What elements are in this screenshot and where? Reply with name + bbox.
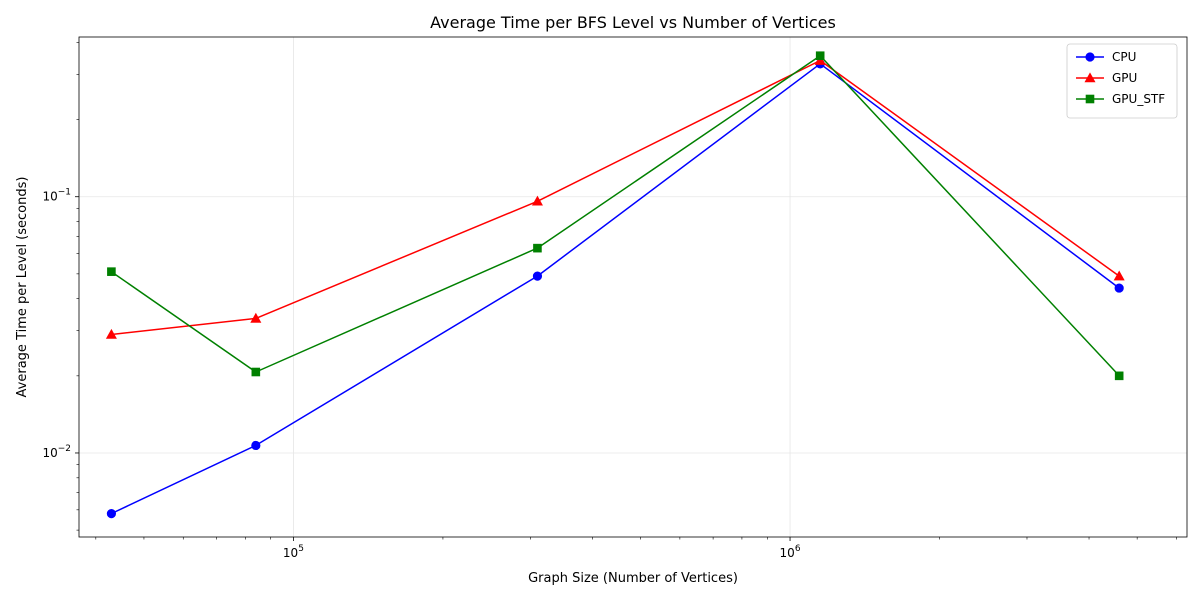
x-tick-label: 105 bbox=[283, 544, 304, 560]
plot-area bbox=[78, 36, 1188, 538]
chart-title: Average Time per BFS Level vs Number of … bbox=[430, 13, 836, 32]
legend-marker-cpu bbox=[1085, 52, 1095, 62]
grid bbox=[79, 37, 1187, 537]
data-point-cpu bbox=[1114, 283, 1124, 293]
y-tick-label-base: 10 bbox=[42, 446, 57, 460]
legend-marker-gpu bbox=[1084, 72, 1096, 83]
y-tick-label-base: 10 bbox=[42, 190, 57, 204]
data-point-gpu-stf bbox=[107, 267, 116, 276]
legend-item-gpu: GPU bbox=[1076, 71, 1137, 85]
x-tick-label-exponent: 6 bbox=[795, 544, 801, 554]
legend-item-cpu: CPU bbox=[1076, 50, 1136, 64]
data-point-cpu bbox=[251, 440, 261, 451]
series-gpu-stf bbox=[107, 51, 1124, 381]
data-point-gpu bbox=[1113, 270, 1125, 281]
x-tick-label-base: 10 bbox=[283, 546, 298, 560]
legend: CPU GPU GPU_STF bbox=[1066, 43, 1178, 119]
legend-item-gpu-stf: GPU_STF bbox=[1076, 92, 1165, 106]
data-point-gpu-stf bbox=[251, 367, 261, 377]
y-tick-label: 10−2 bbox=[42, 444, 71, 460]
data-point-cpu bbox=[532, 271, 543, 281]
legend-label-gpu-stf: GPU_STF bbox=[1112, 92, 1165, 106]
data-point-gpu-stf bbox=[815, 51, 825, 61]
x-tick-label-base: 10 bbox=[780, 546, 795, 560]
series bbox=[105, 51, 1125, 519]
legend-label-cpu: CPU bbox=[1112, 50, 1136, 64]
y-axis-label: Average Time per Level (seconds) bbox=[15, 177, 30, 398]
x-tick-label: 106 bbox=[780, 544, 801, 560]
series-gpu bbox=[105, 54, 1125, 339]
legend-marker-gpu-stf bbox=[1085, 94, 1095, 104]
legend-label-gpu: GPU bbox=[1112, 71, 1137, 85]
data-point-cpu bbox=[106, 508, 117, 519]
x-axis-label: Graph Size (Number of Vertices) bbox=[528, 571, 738, 586]
y-tick-label-exponent: −2 bbox=[58, 444, 71, 454]
data-point-gpu bbox=[531, 195, 543, 206]
data-point-gpu bbox=[250, 312, 262, 323]
x-tick-label-exponent: 5 bbox=[298, 544, 304, 554]
data-point-gpu-stf bbox=[533, 243, 542, 253]
y-tick-label-exponent: −1 bbox=[58, 188, 71, 198]
data-point-gpu bbox=[105, 328, 117, 339]
data-point-gpu-stf bbox=[1114, 371, 1124, 381]
y-tick-label: 10−1 bbox=[42, 188, 71, 204]
data-point-gpu bbox=[814, 54, 826, 65]
